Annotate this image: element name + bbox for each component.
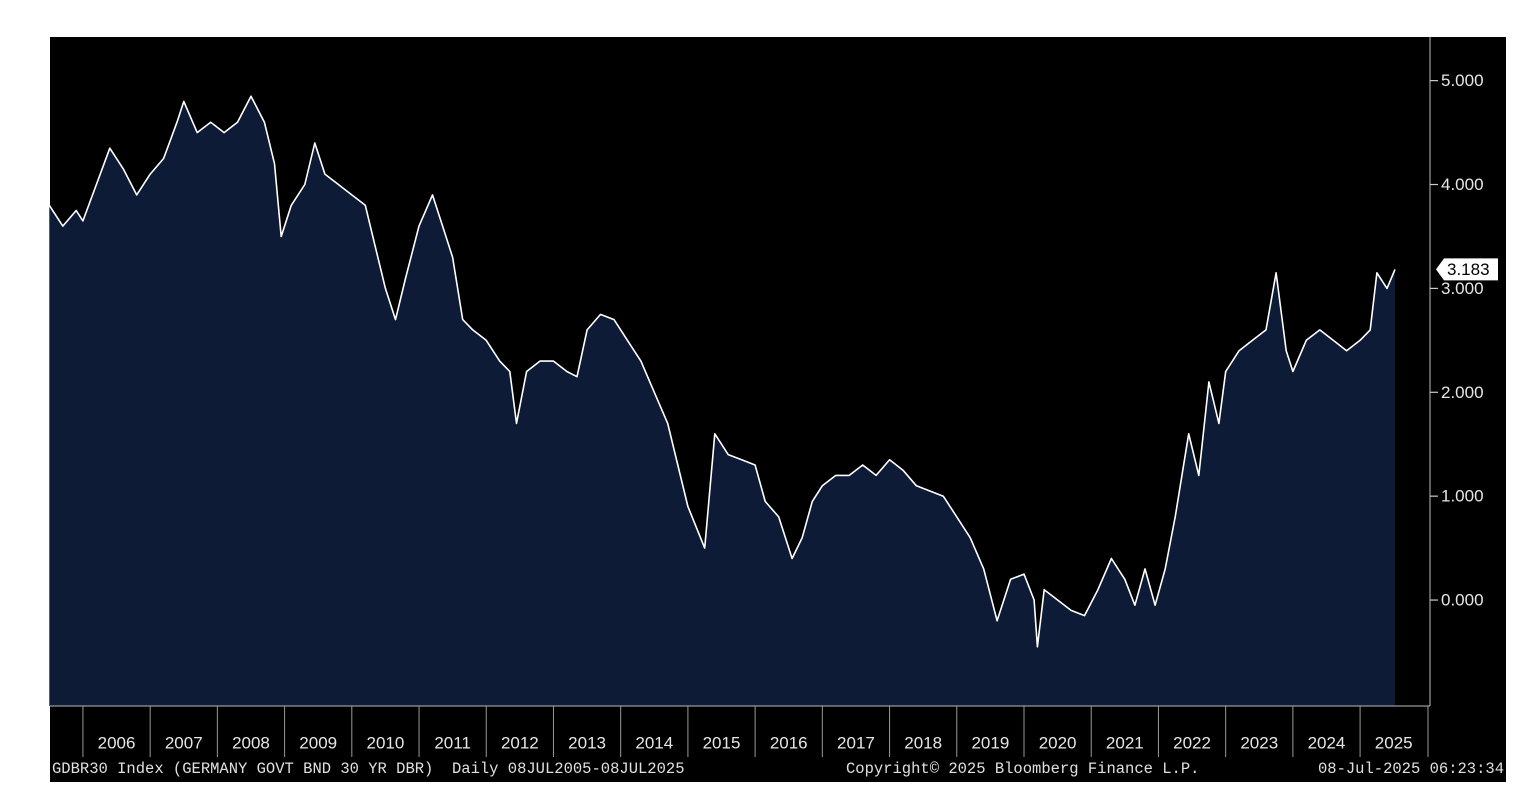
x-tick-label: 2009 xyxy=(299,733,337,752)
x-tick-label: 2010 xyxy=(367,733,405,752)
x-tick-label: 2025 xyxy=(1375,733,1413,752)
area-fill xyxy=(49,96,1395,706)
x-tick-label: 2007 xyxy=(165,733,203,752)
y-tick-label: 0.000 xyxy=(1441,591,1484,610)
x-tick-label: 2006 xyxy=(98,733,136,752)
y-tick-label: 4.000 xyxy=(1441,175,1484,194)
x-tick-label: 2021 xyxy=(1106,733,1144,752)
last-value-box xyxy=(1436,258,1498,281)
y-tick-label: 5.000 xyxy=(1441,71,1484,90)
x-tick-label: 2023 xyxy=(1240,733,1278,752)
y-tick-label: 3.000 xyxy=(1441,279,1484,298)
y-tick-label: 1.000 xyxy=(1441,487,1484,506)
x-tick-label: 2015 xyxy=(703,733,741,752)
x-tick-label: 2008 xyxy=(232,733,270,752)
x-tick-label: 2019 xyxy=(971,733,1009,752)
y-tick-label: 2.000 xyxy=(1441,383,1484,402)
footer-timestamp: 08-Jul-2025 06:23:34 xyxy=(1318,760,1504,778)
footer-source: GDBR30 Index (GERMANY GOVT BND 30 YR DBR… xyxy=(52,760,685,778)
x-tick-label: 2012 xyxy=(501,733,539,752)
x-tick-label: 2017 xyxy=(837,733,875,752)
x-tick-label: 2024 xyxy=(1308,733,1346,752)
footer-copyright: Copyright© 2025 Bloomberg Finance L.P. xyxy=(846,760,1199,778)
x-tick-label: 2016 xyxy=(770,733,808,752)
last-value-label: 3.183 xyxy=(1447,260,1490,279)
x-tick-label: 2020 xyxy=(1039,733,1077,752)
x-tick-label: 2014 xyxy=(635,733,673,752)
x-tick-label: 2011 xyxy=(434,733,471,752)
x-tick-label: 2022 xyxy=(1173,733,1211,752)
x-tick-label: 2018 xyxy=(904,733,942,752)
line xyxy=(48,95,1396,648)
x-tick-label: 2013 xyxy=(568,733,606,752)
